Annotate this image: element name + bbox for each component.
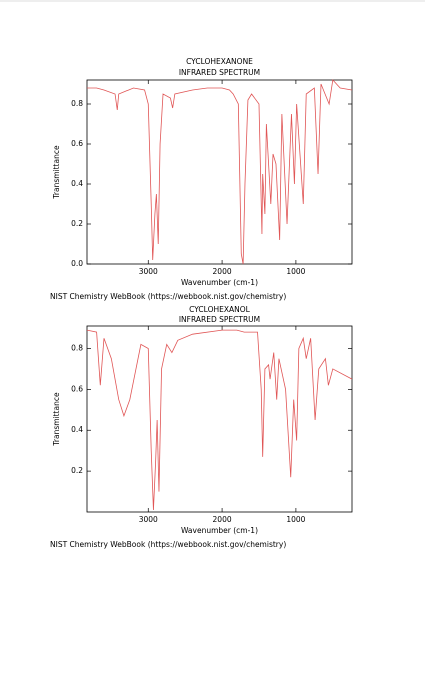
x-axis-label: Wavenumber (cm-1) [181,526,258,535]
x-tick-label: 3000 [139,267,158,276]
chart-subtitle: INFRARED SPECTRUM [179,68,260,77]
x-tick-label: 1000 [286,267,305,276]
spectrum-line [86,329,353,510]
x-tick-label: 2000 [213,515,232,524]
y-axis-label: Transmittance [52,145,61,200]
y-tick-label: 0.2 [71,466,83,475]
y-tick-label: 0.2 [71,219,83,228]
chart-subtitle: INFRARED SPECTRUM [179,315,260,324]
plot-frame [86,325,353,513]
chart-title: CYCLOHEXANONE [186,57,253,66]
y-tick-label: 0.4 [71,425,83,434]
y-tick-label: 0.0 [71,259,83,268]
x-axis-label: Wavenumber (cm-1) [181,278,258,287]
y-tick-label: 0.4 [71,179,83,188]
y-axis-label: Transmittance [52,392,61,447]
y-tick-label: 0.6 [71,384,83,393]
x-tick-label: 2000 [213,267,232,276]
source-note: NIST Chemistry WebBook (https://webbook.… [50,292,286,301]
y-tick-label: 0.8 [71,99,83,108]
plot-frame [86,79,353,265]
y-tick-label: 0.6 [71,139,83,148]
x-tick-label: 3000 [139,515,158,524]
y-tick-label: 0.8 [71,343,83,352]
x-tick-label: 1000 [286,515,305,524]
source-note: NIST Chemistry WebBook (https://webbook.… [50,540,286,549]
chart-title: CYCLOHEXANOL [189,305,250,314]
spectrum-line [87,79,353,265]
